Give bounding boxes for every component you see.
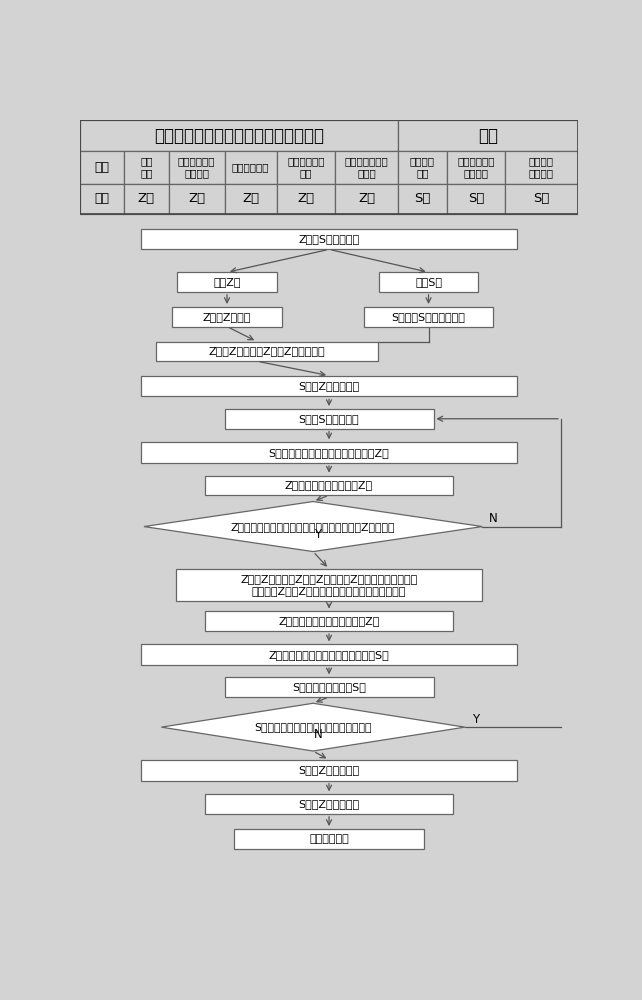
FancyBboxPatch shape	[141, 376, 517, 396]
Text: 触发Z电: 触发Z电	[213, 277, 241, 287]
FancyBboxPatch shape	[176, 569, 482, 601]
Polygon shape	[144, 502, 482, 552]
FancyBboxPatch shape	[172, 307, 282, 327]
Bar	[80, 151, 124, 184]
FancyBboxPatch shape	[141, 229, 517, 249]
FancyBboxPatch shape	[234, 829, 424, 849]
Text: Z音: Z音	[188, 192, 205, 205]
Bar	[225, 184, 277, 214]
Bar	[80, 184, 124, 214]
Bar	[124, 184, 169, 214]
Polygon shape	[161, 703, 465, 751]
Bar	[124, 151, 169, 184]
Text: S软: S软	[414, 192, 431, 205]
FancyBboxPatch shape	[205, 476, 453, 495]
Bar	[397, 151, 447, 184]
Bar	[447, 184, 505, 214]
Text: 电源功能模块: 电源功能模块	[232, 162, 270, 172]
Bar	[169, 151, 225, 184]
Bar	[505, 151, 578, 184]
Text: S通与Z通建立连接: S通与Z通建立连接	[299, 381, 360, 391]
Text: Z控将需要反馈的信息传输给Z通: Z控将需要反馈的信息传输给Z通	[279, 616, 379, 626]
Text: 控制
单元: 控制 单元	[140, 157, 153, 178]
Text: Z控对收到的信息进行处理，判断是否需要与Z卡通讯？: Z控对收到的信息进行处理，判断是否需要与Z卡通讯？	[231, 522, 395, 532]
Text: Z电为Z通供电，Z控与Z通开始通讯: Z电为Z通供电，Z控与Z通开始通讯	[209, 346, 325, 356]
Text: S通与Z通断开连接: S通与Z通断开连接	[299, 765, 360, 775]
Text: Z通: Z通	[298, 192, 315, 205]
Bar	[80, 120, 397, 151]
Text: 装置通讯功能
模块: 装置通讯功能 模块	[288, 157, 325, 178]
Text: Z音与S音物理连接: Z音与S音物理连接	[299, 234, 360, 244]
Text: N: N	[314, 728, 322, 741]
Text: Z电: Z电	[242, 192, 259, 205]
Text: S软启动S通并开始通讯: S软启动S通并开始通讯	[392, 312, 465, 322]
Text: S音与Z音断开连接: S音与Z音断开连接	[299, 799, 360, 809]
Bar	[447, 151, 505, 184]
Bar	[397, 184, 447, 214]
Text: 装置停止工作: 装置停止工作	[309, 834, 349, 844]
Text: 手机通讯
功能模块: 手机通讯 功能模块	[529, 157, 554, 178]
FancyBboxPatch shape	[225, 677, 433, 697]
Text: 手机音频标准
接口模块: 手机音频标准 接口模块	[457, 157, 495, 178]
FancyBboxPatch shape	[141, 760, 517, 781]
Text: 装置音频标准
接口模块: 装置音频标准 接口模块	[178, 157, 216, 178]
Text: Z通将信息解码后传输给Z控: Z通将信息解码后传输给Z控	[285, 480, 373, 490]
Text: S软向S通传送命令: S软向S通传送命令	[299, 414, 360, 424]
Text: 简称: 简称	[94, 192, 110, 205]
FancyBboxPatch shape	[177, 272, 277, 292]
Text: Y: Y	[473, 713, 480, 726]
FancyBboxPatch shape	[141, 442, 517, 463]
FancyBboxPatch shape	[205, 611, 453, 631]
FancyBboxPatch shape	[365, 307, 492, 327]
Bar	[336, 184, 397, 214]
Bar	[277, 184, 336, 214]
FancyBboxPatch shape	[205, 794, 453, 814]
Text: S通: S通	[534, 192, 550, 205]
FancyBboxPatch shape	[379, 272, 478, 292]
Text: 手机: 手机	[478, 127, 498, 145]
Text: Y: Y	[315, 528, 322, 541]
Text: Z电向Z卡供电，Z控与Z卡通讯，Z卡与外部通讯并将结
果反馈给Z控，Z控负责对收到的结果进行信息处理: Z电向Z卡供电，Z控与Z卡通讯，Z卡与外部通讯并将结 果反馈给Z控，Z控负责对收…	[240, 574, 418, 596]
FancyBboxPatch shape	[141, 644, 517, 665]
Bar	[397, 120, 578, 151]
Text: 模块: 模块	[94, 161, 110, 174]
Text: 触发S软: 触发S软	[415, 277, 442, 287]
Text: Z控: Z控	[138, 192, 155, 205]
Text: 卡片数据处理功
能模块: 卡片数据处理功 能模块	[345, 157, 388, 178]
Bar	[505, 184, 578, 214]
Text: S音: S音	[468, 192, 484, 205]
Text: Z通将信息按通讯协议编码后传输给S通: Z通将信息按通讯协议编码后传输给S通	[268, 650, 390, 660]
Text: 一种带音频标准接口的卡数据处理装置: 一种带音频标准接口的卡数据处理装置	[154, 127, 324, 145]
FancyBboxPatch shape	[156, 342, 377, 361]
Text: N: N	[489, 512, 498, 525]
Text: S通将命令按通讯协议编码后传输给Z通: S通将命令按通讯协议编码后传输给Z通	[268, 448, 390, 458]
Bar	[277, 151, 336, 184]
Text: S通将信息解码传给S软: S通将信息解码传给S软	[292, 682, 366, 692]
Text: 手机专用
软件: 手机专用 软件	[410, 157, 435, 178]
Bar	[169, 184, 225, 214]
FancyBboxPatch shape	[225, 409, 433, 429]
Bar	[80, 120, 578, 214]
Text: S软数据处理，判断是否需要更多信息？: S软数据处理，判断是否需要更多信息？	[254, 722, 372, 732]
Text: Z电向Z控供电: Z电向Z控供电	[203, 312, 251, 322]
Bar	[225, 151, 277, 184]
Text: Z卡: Z卡	[358, 192, 375, 205]
Bar	[336, 151, 397, 184]
